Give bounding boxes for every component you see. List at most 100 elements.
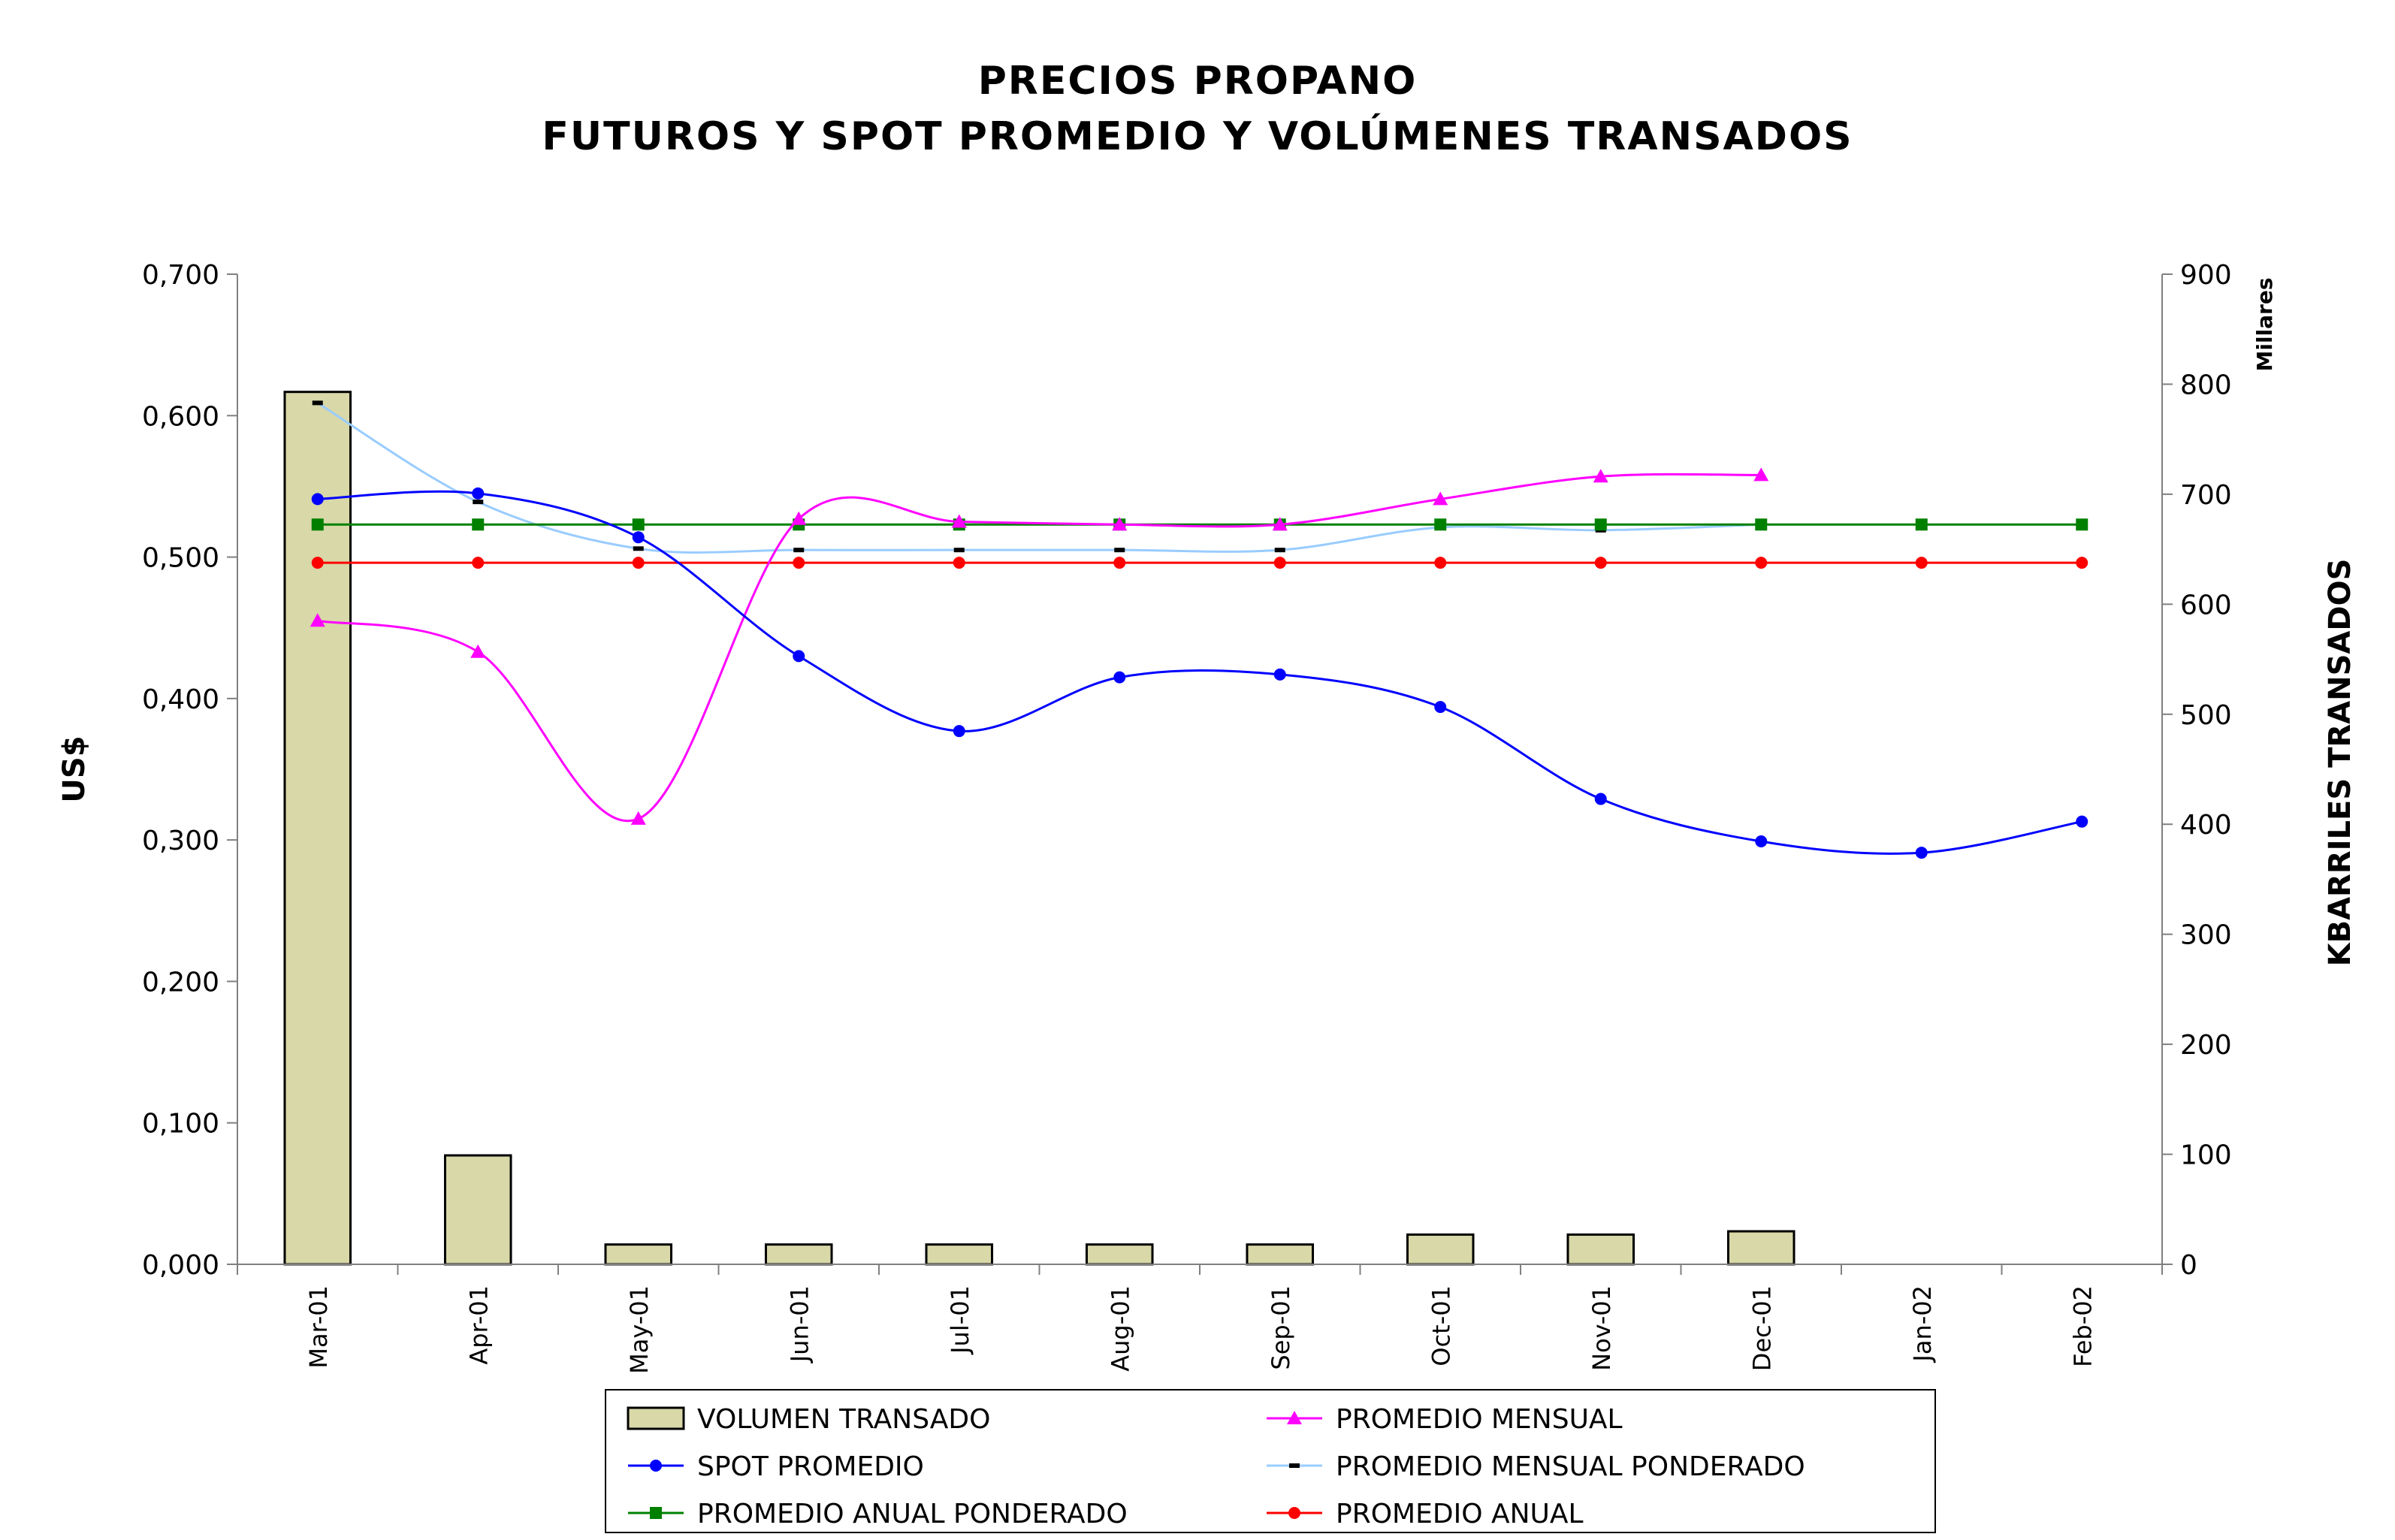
promedio-anual-point <box>793 557 805 569</box>
promedio-anual-ponderado-point <box>1755 518 1768 531</box>
promedio-mensual-point <box>951 514 967 528</box>
left-tick-label: 0,400 <box>142 684 219 715</box>
promedio-mensual-ponderado-point <box>312 400 323 406</box>
left-tick-label: 0,500 <box>142 543 219 574</box>
spot-promedio-line <box>317 490 2082 855</box>
x-tick-label: Sep-01 <box>1267 1285 1295 1370</box>
left-tick-label: 0,300 <box>142 826 219 856</box>
promedio-mensual-point <box>1272 517 1288 531</box>
spot-promedio-point <box>953 725 965 738</box>
x-tick-label: Oct-01 <box>1427 1285 1455 1366</box>
x-tick-label: Feb-02 <box>2068 1285 2097 1367</box>
volumen-transado-legend-label: VOLUMEN TRANSADO <box>697 1404 990 1435</box>
left-tick-label: 0,100 <box>142 1109 219 1140</box>
right-tick-label: 0 <box>2180 1250 2197 1281</box>
promedio-mensual-point <box>1433 491 1448 506</box>
x-tick-label: Jul-01 <box>946 1285 974 1355</box>
volume-bar <box>925 1243 994 1266</box>
chart-title: PRECIOS PROPANO <box>977 59 1418 104</box>
promedio-mensual-ponderado-point <box>953 548 965 553</box>
spot-promedio-point <box>632 531 645 544</box>
promedio-mensual-legend-label: PROMEDIO MENSUAL <box>1336 1404 1623 1435</box>
volume-bar <box>1566 1233 1635 1266</box>
promedio-anual-ponderado-point <box>632 518 645 531</box>
volumen-transado-legend-swatch <box>627 1406 685 1430</box>
promedio-anual-point <box>632 557 645 569</box>
promedio-anual-point <box>472 557 485 569</box>
promedio-anual-legend-label: PROMEDIO ANUAL <box>1336 1499 1584 1529</box>
promedio-anual-point <box>1915 557 1928 569</box>
x-tick-label: Jun-01 <box>785 1285 814 1363</box>
right-tick-label: 400 <box>2180 810 2232 841</box>
spot-promedio-point <box>1273 668 1286 681</box>
promedio-mensual-legend-marker <box>1287 1411 1302 1424</box>
spot-promedio-point <box>793 650 805 663</box>
left-tick-label: 0,200 <box>142 967 219 998</box>
x-tick-label: Dec-01 <box>1747 1285 1776 1371</box>
y-axis-title-right: KBARRILES TRANSADOS <box>2323 559 2357 967</box>
promedio-anual-ponderado-point <box>2076 518 2088 531</box>
promedio-anual-ponderado-legend-label: PROMEDIO ANUAL PONDERADO <box>697 1499 1128 1529</box>
spot-promedio-legend-marker <box>650 1460 662 1472</box>
promedio-anual-point <box>1755 557 1768 569</box>
promedio-mensual-point <box>630 811 646 825</box>
volume-bar <box>443 1154 512 1266</box>
x-tick-label: May-01 <box>625 1285 654 1374</box>
promedio-anual-ponderado-point <box>472 518 485 531</box>
spot-promedio-point <box>311 493 324 506</box>
legend-box <box>605 1389 1936 1533</box>
right-tick-label: 600 <box>2180 590 2232 621</box>
left-tick-label: 0,000 <box>142 1250 219 1281</box>
promedio-anual-point <box>311 557 324 569</box>
right-tick-label: 500 <box>2180 700 2232 731</box>
promedio-anual-ponderado-point <box>1594 518 1607 531</box>
promedio-anual-point <box>953 557 965 569</box>
volume-bar <box>1246 1243 1315 1266</box>
y-axis-title-left: US$ <box>57 735 92 802</box>
promedio-mensual-point <box>1593 469 1608 483</box>
x-tick-label: Aug-01 <box>1106 1285 1134 1372</box>
right-tick-label: 100 <box>2180 1140 2232 1171</box>
volume-bar <box>1726 1230 1795 1266</box>
promedio-anual-point <box>2076 557 2088 569</box>
promedio-anual-legend-marker <box>1288 1507 1300 1519</box>
spot-promedio-point <box>1434 701 1447 714</box>
chart-subtitle: FUTUROS Y SPOT PROMEDIO Y VOLÚMENES TRAN… <box>542 114 1853 159</box>
left-tick-label: 0,600 <box>142 401 219 432</box>
right-tick-label: 900 <box>2180 260 2232 291</box>
spot-promedio-point <box>1915 847 1928 859</box>
promedio-anual-ponderado-point <box>1434 518 1447 531</box>
promedio-mensual-ponderado-point <box>1274 548 1285 553</box>
promedio-mensual-ponderado-point <box>633 546 644 551</box>
volume-bar <box>764 1243 833 1266</box>
spot-promedio-legend-label: SPOT PROMEDIO <box>697 1451 924 1482</box>
promedio-mensual-ponderado-legend-label: PROMEDIO MENSUAL PONDERADO <box>1336 1451 1805 1482</box>
promedio-anual-ponderado-legend-marker <box>650 1507 662 1519</box>
volume-bar <box>1406 1233 1475 1266</box>
promedio-anual-point <box>1594 557 1607 569</box>
spot-promedio-point <box>1113 671 1126 684</box>
promedio-anual-ponderado-point <box>311 518 324 531</box>
promedio-mensual-point <box>470 644 486 658</box>
x-tick-label: Mar-01 <box>304 1285 333 1369</box>
right-tick-label: 300 <box>2180 920 2232 951</box>
promedio-anual-point <box>1113 557 1126 569</box>
promedio-anual-point <box>1434 557 1447 569</box>
promedio-mensual-ponderado-point <box>473 500 484 505</box>
spot-promedio-point <box>1594 793 1607 805</box>
promedio-mensual-point <box>1753 467 1769 482</box>
promedio-mensual-point <box>791 511 807 525</box>
x-tick-label: Nov-01 <box>1587 1285 1616 1371</box>
x-tick-label: Apr-01 <box>464 1285 493 1365</box>
spot-promedio-point <box>1755 835 1768 848</box>
promedio-mensual-point <box>310 613 325 627</box>
promedio-mensual-ponderado-legend-marker <box>1289 1463 1300 1468</box>
promedio-anual-point <box>1273 557 1286 569</box>
right-tick-label: 800 <box>2180 370 2232 400</box>
x-tick-label: Jan-02 <box>1908 1285 1937 1363</box>
right-tick-label: 700 <box>2180 480 2232 511</box>
spot-promedio-point <box>472 487 485 500</box>
y-axis-unit-right: Millares <box>2252 277 2277 371</box>
